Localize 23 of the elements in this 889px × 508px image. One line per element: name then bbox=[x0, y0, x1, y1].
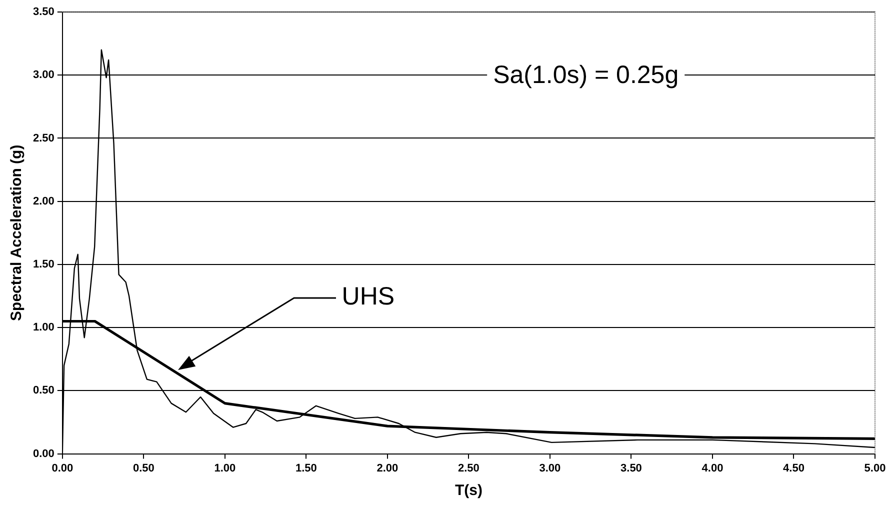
x-tick-label: 4.00 bbox=[702, 462, 724, 474]
y-tick-label: 2.00 bbox=[32, 195, 54, 208]
x-tick-label: 2.00 bbox=[376, 462, 398, 474]
x-tick-label: 3.50 bbox=[620, 462, 642, 474]
x-tick-label: 5.00 bbox=[864, 462, 886, 474]
y-tick-label: 3.00 bbox=[32, 69, 54, 82]
x-tick-label: 1.00 bbox=[214, 462, 236, 474]
y-tick-label: 0.00 bbox=[32, 448, 54, 460]
y-tick-label: 0.50 bbox=[32, 384, 54, 397]
x-tick-label: 1.50 bbox=[295, 462, 317, 474]
x-axis-title: T(s) bbox=[454, 482, 482, 500]
y-axis-title: Spectral Acceleration (g) bbox=[8, 144, 26, 321]
x-tick-label: 3.00 bbox=[539, 462, 561, 474]
y-tick-label: 2.50 bbox=[32, 132, 54, 144]
x-tick-label: 0.50 bbox=[132, 462, 154, 474]
y-tick-label: 1.00 bbox=[32, 322, 54, 334]
x-tick-label: 2.50 bbox=[458, 462, 480, 474]
x-tick-label: 0.00 bbox=[52, 462, 74, 474]
y-tick-label: 1.50 bbox=[32, 258, 54, 270]
x-tick-label: 4.50 bbox=[783, 462, 804, 474]
annotation: Sa(1.0s) = 0.25g bbox=[493, 60, 679, 89]
annotation: UHS bbox=[342, 282, 395, 311]
y-tick-label: 3.50 bbox=[32, 6, 54, 18]
